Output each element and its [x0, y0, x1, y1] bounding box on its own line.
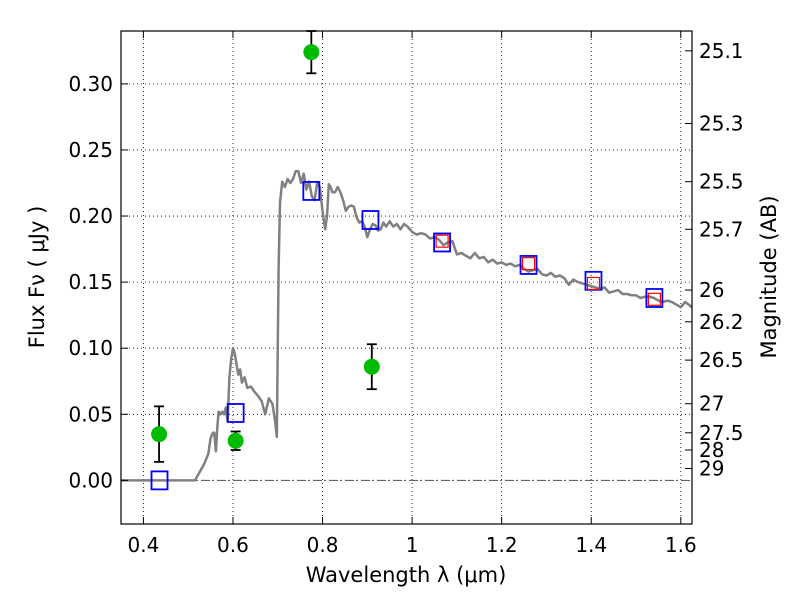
green-point-marker [151, 426, 168, 443]
x-tick-label: 1.2 [486, 533, 518, 557]
red-square-marker [647, 292, 661, 306]
y2-tick-label: 28 [699, 438, 724, 462]
x-axis-title: Wavelength λ (μm) [306, 563, 507, 587]
y-tick-label: 0.15 [68, 270, 113, 294]
y2-tick-label: 26.2 [699, 310, 744, 334]
red-square-marker [435, 234, 449, 248]
y2-tick-label: 25.3 [699, 112, 744, 136]
y-tick-label: 0.20 [68, 204, 113, 228]
x-tick-label: 0.8 [307, 533, 339, 557]
blue-square-marker [361, 210, 380, 230]
y2-tick-label: 25.5 [699, 170, 744, 194]
blue-square-marker [519, 255, 538, 275]
y-tick-label: 0.25 [68, 138, 113, 162]
x-tick-label: 0.4 [127, 533, 159, 557]
y2-tick-label: 25.7 [699, 217, 744, 241]
x-tick-label: 0.6 [217, 533, 249, 557]
y-tick-label: 0.00 [68, 468, 113, 492]
y-axis-title: Flux Fν ( μJy ) [25, 206, 49, 349]
y-tick-label: 0.05 [68, 402, 113, 426]
red-square-marker [586, 276, 601, 291]
y2-tick-label: 27 [699, 392, 724, 416]
y-tick-label: 0.10 [68, 336, 113, 360]
blue-square-marker [433, 232, 452, 253]
photometry-red-squares [435, 234, 661, 306]
y2-tick-label: 29 [699, 456, 724, 480]
y2-tick-label: 27.5 [699, 421, 744, 445]
y2-tick-label: 26.5 [699, 348, 744, 372]
model-spectrum-line [121, 169, 693, 482]
y-axis-ticks: 0.00 0.05 0.10 0.15 0.20 0.25 0.30 [68, 72, 128, 492]
x-axis-ticks: 0.4 0.6 0.8 1 1.2 1.4 1.6 [127, 31, 697, 557]
observed-points-green [151, 30, 380, 463]
blue-square-marker [302, 181, 321, 201]
y2-tick-label: 25.1 [699, 39, 744, 63]
x-tick-label: 1 [406, 533, 419, 557]
x-tick-label: 1.6 [665, 533, 697, 557]
green-point-marker [227, 432, 244, 449]
y-tick-label: 0.30 [68, 72, 113, 96]
plot-frame [120, 30, 693, 525]
blue-square-marker [150, 470, 169, 491]
green-point-marker [303, 44, 320, 61]
green-point-marker [363, 358, 380, 375]
blue-square-marker [645, 288, 664, 308]
y2-tick-label: 26 [699, 278, 724, 302]
y2-axis-title: Magnitude (AB) [757, 195, 781, 358]
photometry-blue-squares [150, 181, 664, 491]
blue-square-marker [226, 403, 245, 423]
x-tick-label: 1.4 [575, 533, 607, 557]
red-square-marker [521, 257, 536, 271]
